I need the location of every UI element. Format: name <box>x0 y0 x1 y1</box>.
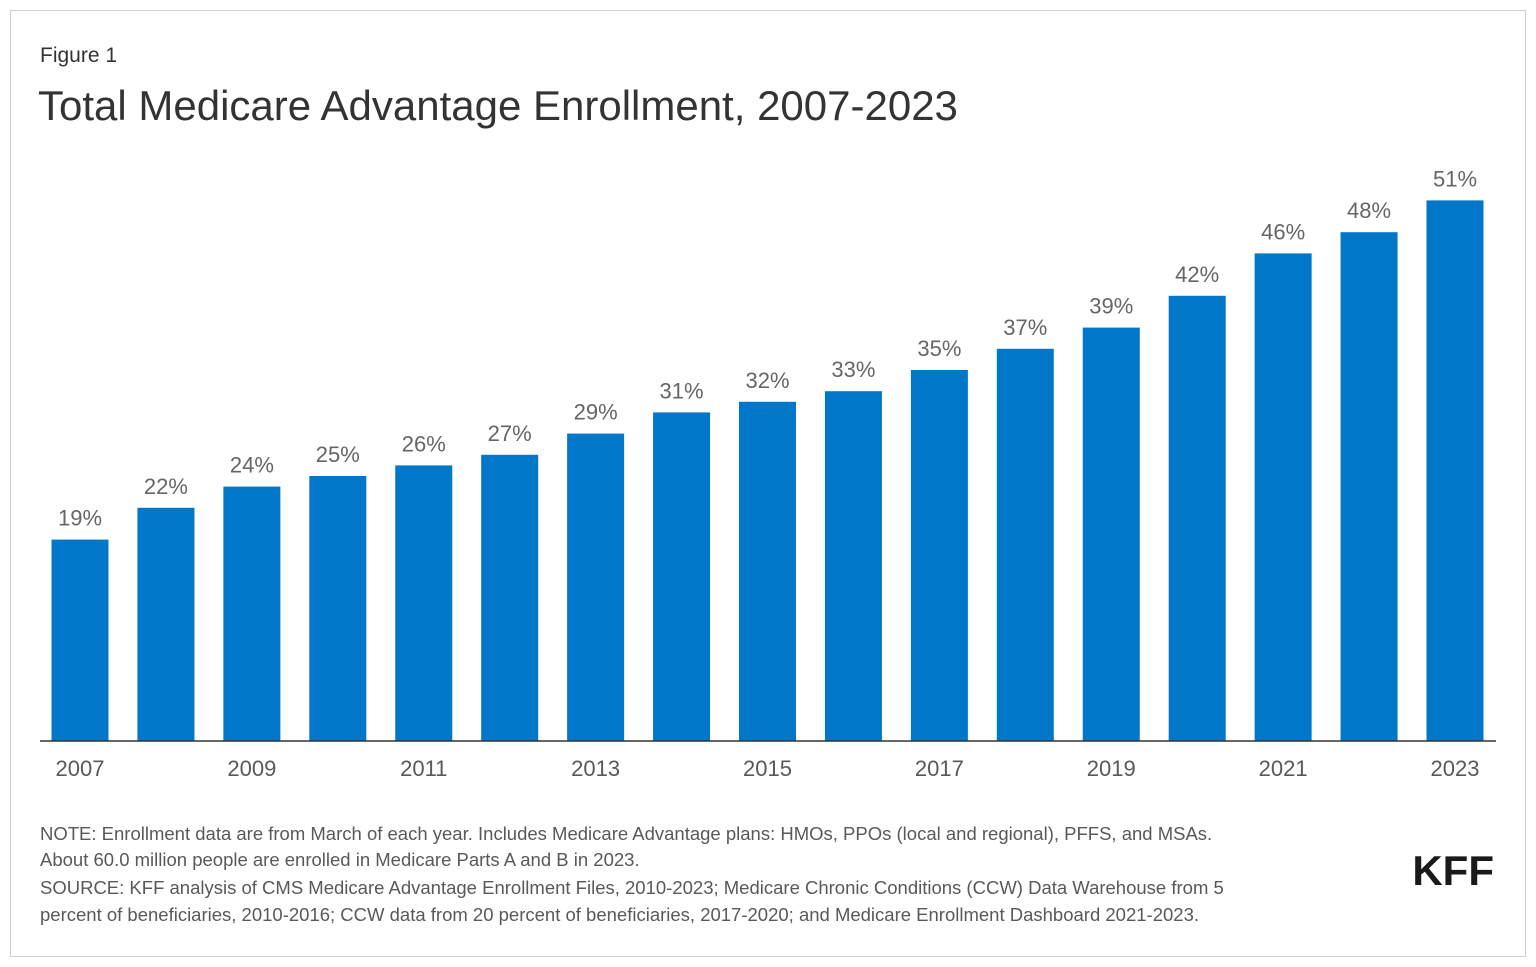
note-line: NOTE: Enrollment data are from March of … <box>40 823 1212 844</box>
figure-label: Figure 1 <box>40 44 117 67</box>
bar <box>824 391 882 741</box>
bar <box>653 412 711 741</box>
x-tick-label: 2023 <box>1431 756 1480 781</box>
x-tick-label: 2015 <box>743 756 792 781</box>
value-label: 26% <box>402 431 446 456</box>
value-label: 48% <box>1347 198 1391 223</box>
value-label: 24% <box>230 453 274 478</box>
value-label: 42% <box>1175 262 1219 287</box>
bar <box>1082 327 1140 741</box>
source-line: percent of beneficiaries, 2010-2016; CCW… <box>40 904 1199 925</box>
bar <box>137 507 195 741</box>
x-tick-label: 2021 <box>1259 756 1308 781</box>
bar <box>481 454 539 741</box>
x-tick-label: 2013 <box>571 756 620 781</box>
value-label: 29% <box>574 400 618 425</box>
value-label: 25% <box>316 442 360 467</box>
note-line: About 60.0 million people are enrolled i… <box>40 849 640 870</box>
source-line: SOURCE: KFF analysis of CMS Medicare Adv… <box>40 877 1224 898</box>
bar <box>223 486 281 741</box>
value-label: 51% <box>1433 166 1477 191</box>
x-tick-label: 2007 <box>56 756 105 781</box>
x-tick-label: 2011 <box>400 756 447 781</box>
bar <box>1426 200 1484 741</box>
value-label: 46% <box>1261 219 1305 244</box>
frame <box>10 10 1526 957</box>
value-label: 37% <box>1003 315 1047 340</box>
bar <box>739 401 796 741</box>
value-label: 39% <box>1089 294 1133 319</box>
bar <box>51 539 109 741</box>
bar <box>996 348 1054 741</box>
bar <box>567 433 625 741</box>
bar <box>309 476 367 741</box>
chart-title: Total Medicare Advantage Enrollment, 200… <box>38 82 958 129</box>
bar <box>1254 253 1312 741</box>
bar <box>395 465 453 741</box>
logo: KFF <box>1412 847 1494 894</box>
x-tick-label: 2017 <box>915 756 964 781</box>
value-label: 22% <box>144 474 188 499</box>
value-label: 33% <box>831 357 875 382</box>
bar <box>910 370 968 741</box>
value-label: 32% <box>745 368 789 393</box>
bar <box>1168 295 1226 741</box>
x-tick-label: 2019 <box>1087 756 1136 781</box>
value-label: 35% <box>917 336 961 361</box>
value-label: 27% <box>488 421 532 446</box>
value-label: 31% <box>660 378 704 403</box>
x-tick-label: 2009 <box>227 756 276 781</box>
bar <box>1340 232 1398 741</box>
value-label: 19% <box>58 506 102 531</box>
